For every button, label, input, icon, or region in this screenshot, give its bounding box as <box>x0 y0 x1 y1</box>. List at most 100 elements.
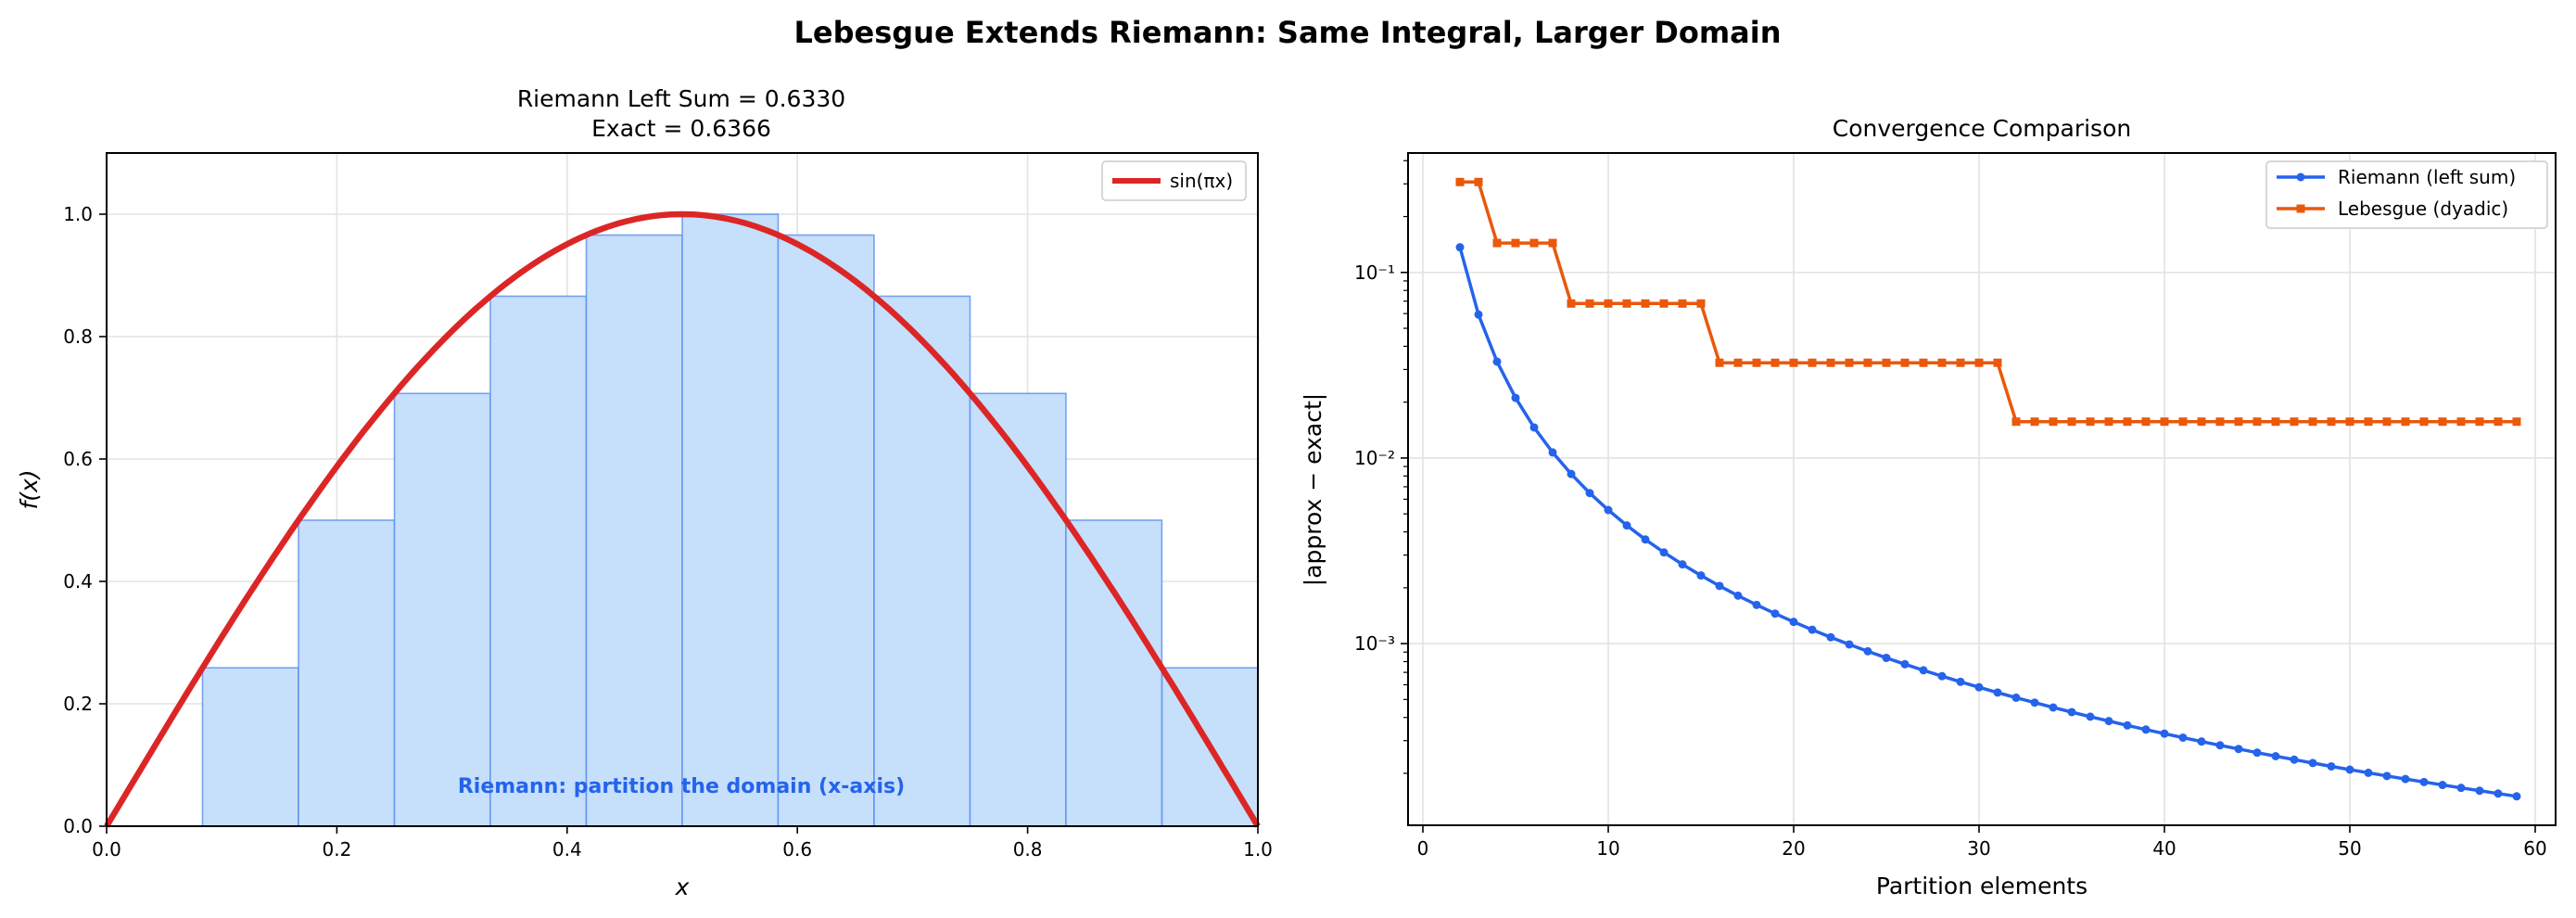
lebesgue-point <box>1548 238 1557 248</box>
lebesgue-point <box>1585 299 1594 308</box>
left-y-tick-label: 0.0 <box>63 815 93 837</box>
riemann-point <box>2178 733 2188 742</box>
left-axes-frame <box>106 152 1259 827</box>
riemann-point <box>1678 560 1687 569</box>
lebesgue-point <box>1659 299 1669 308</box>
riemann-point <box>1474 310 1483 319</box>
legend-label-lebesgue: Lebesgue (dyadic) <box>2338 198 2508 220</box>
right-legend-box <box>2265 160 2548 229</box>
riemann-point <box>1696 571 1706 580</box>
lebesgue-point <box>1604 299 1613 308</box>
riemann-point <box>2419 777 2429 786</box>
riemann-bar <box>777 234 875 827</box>
riemann-point <box>1641 535 1650 544</box>
riemann-point <box>1826 632 1835 642</box>
lebesgue-point <box>2234 417 2243 427</box>
riemann-point <box>1993 688 2002 697</box>
lebesgue-point <box>1567 299 1576 308</box>
right-x-tick-label: 10 <box>1596 837 1619 860</box>
riemann-point <box>2049 703 2058 712</box>
sin-curve <box>104 210 1261 828</box>
riemann-point <box>1585 489 1594 498</box>
riemann-bar <box>489 295 588 827</box>
riemann-point <box>1529 423 1539 432</box>
lebesgue-point <box>1863 358 1872 367</box>
lebesgue-point <box>1770 358 1780 367</box>
lebesgue-point <box>2438 417 2447 427</box>
riemann-point <box>2030 698 2039 708</box>
riemann-point <box>1937 671 1947 681</box>
riemann-point <box>2271 752 2280 761</box>
riemann-point <box>2512 792 2521 801</box>
left-legend: sin(πx) <box>1101 160 1247 201</box>
lebesgue-point <box>2419 417 2429 427</box>
riemann-point <box>1882 653 1891 662</box>
riemann-point <box>2234 745 2243 754</box>
lebesgue-point <box>1919 358 1928 367</box>
left-y-tick-label: 0.6 <box>63 448 93 470</box>
lebesgue-point <box>1937 358 1947 367</box>
riemann-point <box>2456 784 2466 793</box>
lebesgue-point <box>1956 358 1965 367</box>
lebesgue-point <box>2327 417 2336 427</box>
lebesgue-point <box>2308 417 2317 427</box>
left-ylabel: f(x) <box>16 469 43 509</box>
lebesgue-point <box>1826 358 1835 367</box>
riemann-point <box>2160 729 2169 738</box>
right-x-tick-label: 40 <box>2152 837 2176 860</box>
lebesgue-point <box>1993 358 2002 367</box>
right-title: Convergence Comparison <box>1833 115 2131 142</box>
riemann-point <box>2494 789 2503 798</box>
lebesgue-series <box>1455 177 2521 427</box>
right-ylabel: |approx − exact| <box>1300 393 1326 586</box>
left-y-tick-label: 1.0 <box>63 203 93 225</box>
lebesgue-point <box>1678 299 1687 308</box>
riemann-point <box>2252 748 2262 758</box>
riemann-bar <box>201 667 299 827</box>
left-x-tick-label: 0.6 <box>782 838 812 861</box>
lebesgue-point <box>1789 358 1798 367</box>
riemann-point <box>2086 712 2095 721</box>
right-legend: Riemann (left sum) Lebesgue (dyadic) <box>2265 160 2548 229</box>
left-x-tick-label: 0.0 <box>92 838 121 861</box>
riemann-point <box>2327 761 2336 771</box>
left-y-tick-label: 0.2 <box>63 693 93 715</box>
lebesgue-point <box>2475 417 2484 427</box>
riemann-point <box>1900 659 1910 669</box>
lebesgue-point <box>2030 417 2039 427</box>
riemann-point <box>1733 591 1743 600</box>
riemann-bar <box>1065 519 1163 827</box>
riemann-point <box>1974 682 1984 692</box>
riemann-annotation: Riemann: partition the domain (x-axis) <box>458 775 905 798</box>
lebesgue-point <box>1974 358 1984 367</box>
left-panel-riemann: Riemann Left Sum = 0.6330 Exact = 0.6366… <box>16 85 1273 900</box>
lebesgue-point <box>1715 358 1724 367</box>
riemann-point <box>2215 741 2225 750</box>
riemann-point <box>2364 768 2373 777</box>
riemann-point <box>1659 548 1669 557</box>
lebesgue-point <box>1511 238 1520 248</box>
right-panel-convergence: Convergence Comparison 0 10 20 30 40 50 60 10⁻¹… <box>1300 115 2557 899</box>
legend-label-sin: sin(πx) <box>1170 170 1233 192</box>
riemann-point <box>1511 393 1520 402</box>
riemann-point <box>1567 469 1576 478</box>
lebesgue-point <box>2382 417 2392 427</box>
riemann-point <box>1789 618 1798 627</box>
lebesgue-point <box>2215 417 2225 427</box>
riemann-bar <box>969 392 1067 827</box>
riemann-point <box>2308 759 2317 768</box>
lebesgue-point <box>2067 417 2076 427</box>
lebesgue-point <box>1492 238 1502 248</box>
riemann-point <box>2067 708 2076 717</box>
lebesgue-point <box>2178 417 2188 427</box>
riemann-point <box>2290 755 2299 764</box>
riemann-point <box>2438 781 2447 790</box>
riemann-point <box>1492 357 1502 366</box>
lebesgue-point <box>2290 417 2299 427</box>
riemann-point <box>1548 448 1557 457</box>
riemann-point <box>1956 677 1965 686</box>
right-x-tick-label: 60 <box>2523 837 2546 860</box>
right-x-tick-label: 30 <box>1967 837 1990 860</box>
right-x-tick-label: 50 <box>2338 837 2361 860</box>
